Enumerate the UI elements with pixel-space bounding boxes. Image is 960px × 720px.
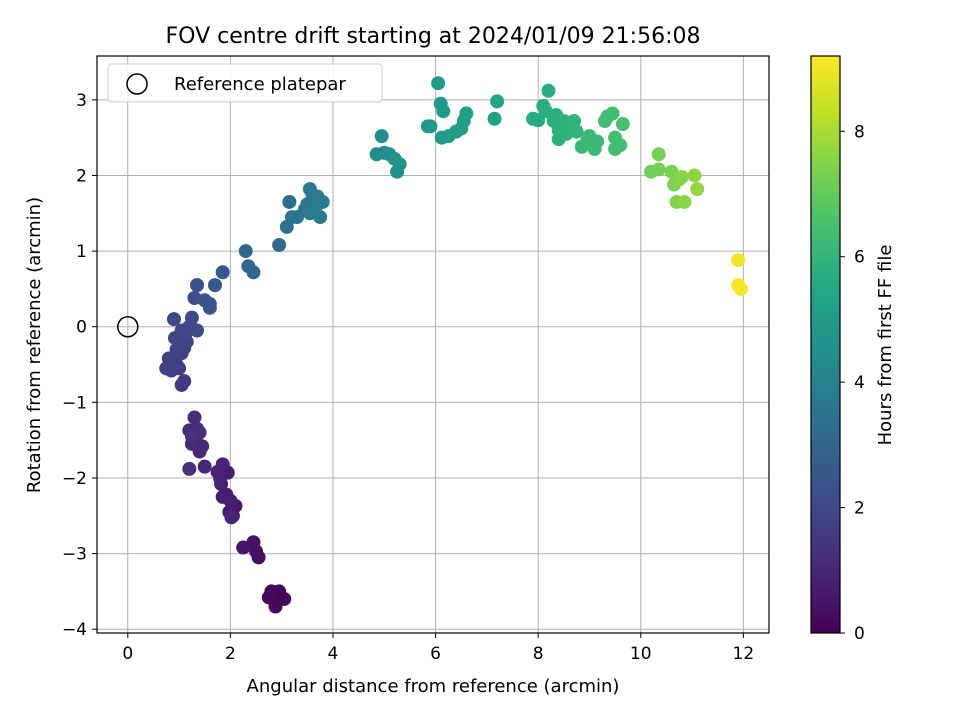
colorbar-tick-label: 2 [854,499,865,519]
legend-reference-marker [126,73,148,95]
data-point [423,119,438,134]
data-point [651,162,666,177]
data-point [390,164,405,179]
data-point [690,182,705,197]
axes-frame [96,55,770,634]
colorbar-tick-label: 6 [854,248,865,268]
x-axis-label: Angular distance from reference (arcmin) [247,676,620,697]
data-point [182,461,197,476]
data-point [207,278,222,293]
data-point [677,194,692,209]
data-point [687,168,702,183]
colorbar-tick-label: 4 [854,373,865,393]
data-point [174,377,189,392]
data-point [315,194,330,209]
data-point [184,310,199,325]
y-tick-label: 2 [76,166,87,186]
data-point [190,278,205,293]
colorbar-ticks: 0 2 4 6 8 [840,122,865,644]
legend: Reference platepar [107,63,383,103]
data-point [731,253,746,268]
data-point [615,117,630,132]
data-point [282,194,297,209]
data-point [215,457,230,472]
data-point [733,281,748,296]
y-tick-label: −4 [62,620,87,640]
colorbar [810,55,841,634]
x-tick-label: 8 [533,644,544,664]
data-point [202,300,217,315]
y-axis-label: Rotation from reference (arcmin) [24,197,45,493]
data-point [215,489,230,504]
colorbar-label: Hours from first FF file [875,245,896,446]
data-point [490,94,505,109]
y-axis-ticks: −4 −3 −2 −1 0 1 2 3 [62,91,97,640]
data-point [313,210,328,225]
reference-point-marker [117,315,139,338]
data-point [674,169,689,184]
data-point [238,244,253,259]
data-point [159,361,174,376]
data-point [436,104,451,119]
y-tick-label: −3 [62,545,87,565]
data-point [197,459,212,474]
x-tick-label: 2 [225,644,236,664]
data-point [541,83,556,98]
y-tick-label: −2 [62,469,87,489]
data-point [590,134,605,149]
x-tick-label: 0 [122,644,133,664]
y-tick-label: 3 [76,91,87,111]
data-points [159,76,748,614]
data-point [487,111,502,126]
data-point [187,410,202,425]
colorbar-tick-label: 0 [854,624,865,644]
x-axis-ticks: 0 2 4 6 8 10 12 [122,633,754,664]
data-point [184,429,199,444]
data-point [272,238,287,253]
data-point [190,323,205,338]
colorbar-tick-label: 8 [854,122,865,142]
y-tick-label: 1 [76,242,87,262]
legend-entry-label: Reference platepar [174,74,346,95]
x-tick-label: 10 [630,644,652,664]
data-point [261,590,276,605]
data-point [651,147,666,162]
y-tick-label: −1 [62,393,87,413]
data-point [459,106,474,121]
y-tick-label: 0 [76,318,87,338]
grid-lines [97,56,769,633]
data-point [224,510,239,525]
x-tick-label: 6 [430,644,441,664]
data-point [246,265,261,280]
data-point [169,342,184,357]
data-point [236,540,251,555]
chart-title: FOV centre drift starting at 2024/01/09 … [166,24,701,49]
x-tick-label: 4 [328,644,339,664]
data-point [569,124,584,139]
data-point [215,265,230,280]
legend-box [107,63,383,103]
data-point [374,129,389,144]
data-point [213,470,228,485]
data-point [613,138,628,153]
data-point [431,76,446,91]
data-point [567,114,582,129]
x-tick-label: 12 [733,644,755,664]
data-point [605,106,620,121]
data-point [166,312,181,327]
